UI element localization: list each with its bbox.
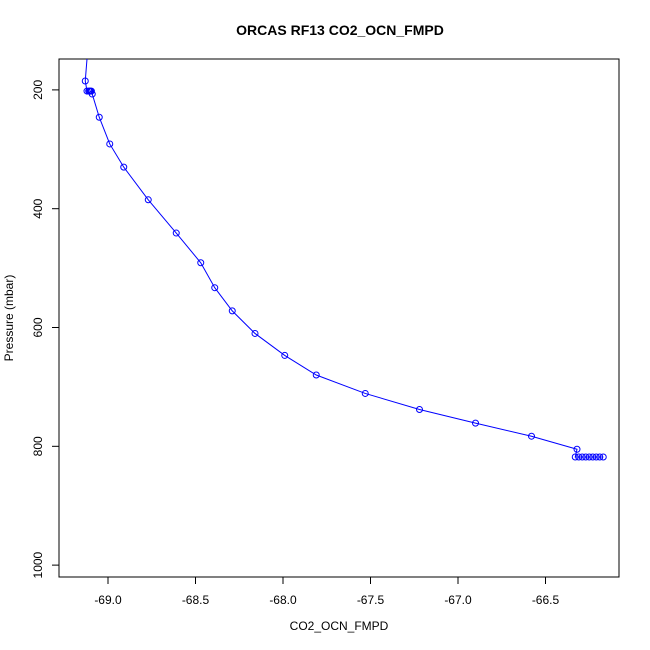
x-tick-label: -68.5 [182, 593, 210, 607]
data-point [144, 196, 152, 204]
data-point [228, 307, 236, 315]
data-point [416, 405, 423, 413]
y-tick-label: 800 [31, 436, 45, 456]
y-tick-label: 400 [31, 198, 45, 218]
data-point [573, 445, 581, 453]
data-point [472, 419, 479, 427]
data-point [589, 453, 597, 461]
data-point [575, 453, 583, 461]
data-point [95, 113, 103, 121]
x-tick-label: -68.0 [269, 593, 297, 607]
y-tick-label: 200 [31, 80, 45, 100]
x-tick-label: -67.5 [357, 593, 385, 607]
data-point [211, 284, 219, 292]
data-point [361, 389, 369, 397]
data-point [592, 453, 600, 461]
x-tick-label: -66.5 [532, 593, 560, 607]
x-axis-label: CO2_OCN_FMPD [290, 619, 389, 633]
data-point [87, 87, 95, 95]
data-point [81, 77, 89, 85]
data-point [197, 259, 205, 267]
data-point [312, 371, 320, 379]
x-tick-label: -69.0 [94, 593, 122, 607]
x-tick-label: -67.0 [444, 593, 472, 607]
series-line [84, 59, 604, 458]
y-axis-label: Pressure (mbar) [2, 275, 16, 362]
x-axis: -69.0 -68.5 -68.0 -67.5 -67.0 -66.5 [94, 576, 560, 607]
y-tick-label: 1000 [31, 551, 45, 578]
data-point [582, 453, 590, 461]
data-point [599, 453, 607, 461]
data-point [281, 351, 289, 359]
data-point [106, 140, 114, 148]
data-point [578, 453, 586, 461]
data-point [172, 229, 180, 237]
chart-title: ORCAS RF13 CO2_OCN_FMPD [236, 22, 444, 38]
plot-frame [58, 58, 620, 578]
data-point [585, 453, 593, 461]
data-point [596, 453, 604, 461]
data-point [120, 163, 128, 171]
data-point [528, 432, 535, 440]
y-tick-label: 600 [31, 317, 45, 337]
data-point [88, 90, 96, 98]
data-point [251, 329, 259, 337]
y-axis: 200 400 600 800 1000 [31, 80, 60, 578]
series-layer [81, 59, 607, 461]
data-point [571, 453, 579, 461]
